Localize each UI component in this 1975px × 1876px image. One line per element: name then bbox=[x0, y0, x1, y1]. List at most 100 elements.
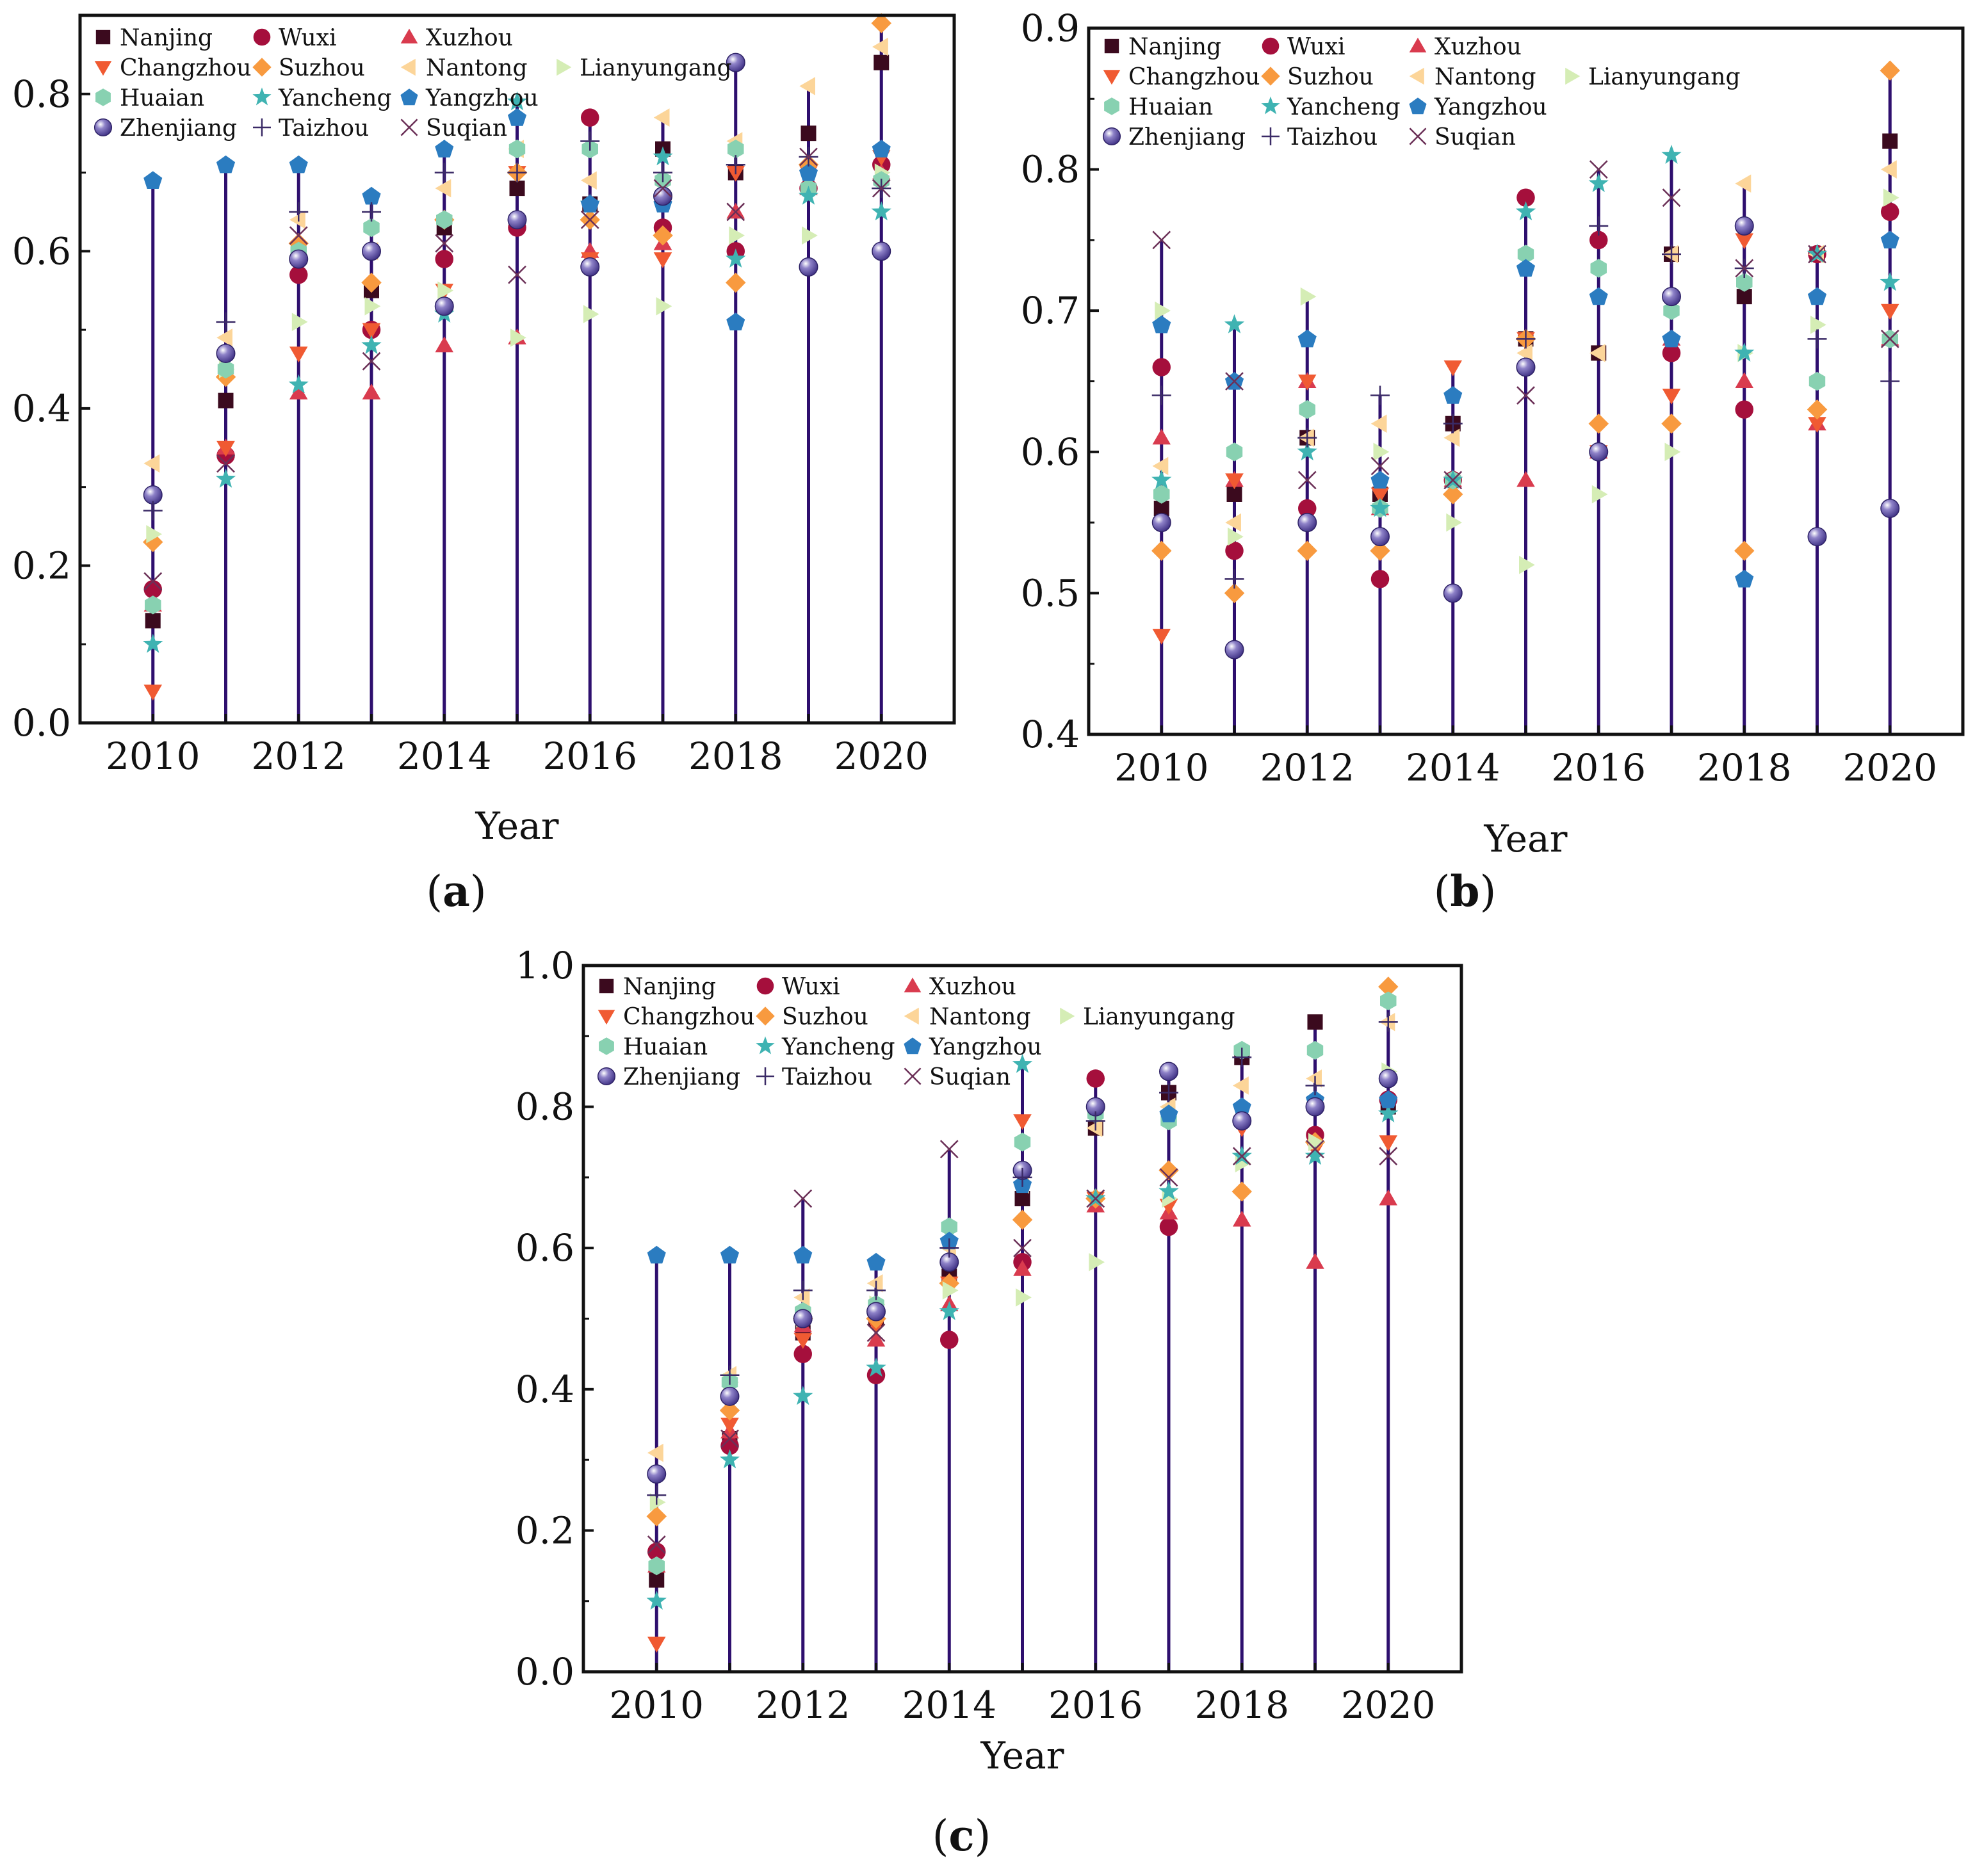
x-tick-label: 2018 bbox=[688, 734, 783, 778]
point-lianyungang-2016 bbox=[583, 305, 599, 323]
legend-item-yancheng: Yancheng bbox=[1261, 94, 1401, 120]
x-tick-label: 2014 bbox=[902, 1683, 996, 1727]
legend-label: Wuxi bbox=[1287, 34, 1345, 60]
point-suqian-2011 bbox=[720, 1429, 739, 1448]
point-suqian-2014 bbox=[1443, 471, 1463, 490]
point-suqian-2017 bbox=[1159, 1168, 1178, 1187]
point-lianyungang-2011 bbox=[1228, 527, 1244, 546]
point-zhenjiang-2016 bbox=[1589, 442, 1609, 462]
point-nantong-2010 bbox=[143, 454, 160, 473]
nanjing-legend-marker bbox=[1104, 38, 1119, 54]
point-zhenjiang-2014 bbox=[434, 296, 454, 316]
point-suqian-2014 bbox=[435, 234, 454, 253]
point-zhenjiang-2020 bbox=[872, 241, 891, 261]
legend-item-yancheng: Yancheng bbox=[252, 85, 392, 111]
point-suzhou-2017 bbox=[1158, 1160, 1179, 1181]
point-nanjing-2015 bbox=[1014, 1190, 1030, 1206]
data-points bbox=[1151, 60, 1900, 659]
y-axis: 0.4 0.5 0.6 0.7 0.8 0.9 bbox=[1021, 6, 1099, 756]
point-changzhou-2013 bbox=[1370, 487, 1390, 504]
huaian-legend-marker bbox=[599, 1037, 614, 1055]
point-changzhou-2010 bbox=[1152, 629, 1171, 645]
point-changzhou-2011 bbox=[216, 441, 235, 457]
panel-label: (c) bbox=[932, 1811, 991, 1861]
point-nantong-2010 bbox=[647, 1443, 663, 1462]
x-axis: 2010 2012 2014 2016 2018 2020 bbox=[609, 1663, 1436, 1727]
y-tick-label: 0.6 bbox=[12, 229, 71, 273]
zhenjiang-legend-marker bbox=[597, 1067, 616, 1086]
legend-item-changzhou: Changzhou bbox=[1103, 64, 1260, 90]
point-taizhou-2018 bbox=[726, 155, 745, 175]
point-taizhou-2020 bbox=[1378, 1012, 1398, 1032]
point-suqian-2010 bbox=[143, 572, 163, 591]
point-taizhou-2010 bbox=[1151, 385, 1171, 405]
series-zhenjiang bbox=[1151, 216, 1900, 659]
point-yangzhou-2015 bbox=[507, 108, 527, 126]
point-changzhou-2015 bbox=[1013, 1114, 1032, 1130]
legend-item-suqian: Suqian bbox=[400, 115, 507, 142]
point-yancheng-2010 bbox=[646, 1590, 667, 1610]
point-suzhou-2020 bbox=[871, 13, 891, 33]
point-yangzhou-2012 bbox=[793, 1245, 813, 1264]
zhenjiang-legend-marker bbox=[93, 118, 113, 137]
legend-label: Zhenjiang bbox=[120, 115, 237, 142]
point-taizhou-2011 bbox=[1224, 569, 1244, 589]
point-suqian-2019 bbox=[1306, 1140, 1324, 1159]
legend-item-taizhou: Taizhou bbox=[1262, 124, 1378, 150]
point-changzhou-2010 bbox=[143, 684, 162, 701]
point-suzhou-2011 bbox=[1224, 583, 1245, 604]
x-tick-label: 2016 bbox=[1551, 746, 1646, 789]
point-nanjing-2020 bbox=[1882, 133, 1898, 149]
point-suzhou-2015 bbox=[1012, 1209, 1033, 1230]
point-nantong-2014 bbox=[1443, 428, 1460, 447]
y-tick-label: 0.6 bbox=[516, 1226, 574, 1270]
point-suqian-2015 bbox=[1013, 1238, 1032, 1257]
point-zhenjiang-2011 bbox=[720, 1386, 740, 1406]
point-suzhou-2012 bbox=[1297, 540, 1317, 561]
point-yancheng-2019 bbox=[798, 185, 819, 205]
legend: Nanjing Wuxi Xuzhou Changzhou Suzhou Nantong L… bbox=[597, 974, 1235, 1090]
point-nanjing-2019 bbox=[801, 125, 817, 142]
point-huaian-2019 bbox=[1808, 371, 1826, 391]
point-suqian-2017 bbox=[653, 179, 672, 198]
point-wuxi-2012 bbox=[289, 265, 308, 284]
point-nanjing-2010 bbox=[145, 613, 161, 629]
point-yangzhou-2020 bbox=[1880, 230, 1899, 248]
point-nantong-2011 bbox=[216, 328, 232, 347]
point-wuxi-2020 bbox=[1881, 202, 1899, 222]
series-lianyungang bbox=[1155, 188, 1899, 574]
point-lianyungang-2010 bbox=[1155, 301, 1171, 320]
point-huaian-2011 bbox=[217, 359, 234, 379]
point-taizhou-2011 bbox=[720, 1365, 740, 1385]
point-suzhou-2020 bbox=[1378, 976, 1399, 997]
point-yancheng-2011 bbox=[1224, 314, 1245, 334]
point-changzhou-2011 bbox=[1225, 473, 1244, 490]
point-yangzhou-2010 bbox=[1152, 315, 1171, 334]
y-tick-label: 0.7 bbox=[1021, 289, 1080, 332]
point-changzhou-2012 bbox=[793, 1333, 812, 1349]
point-zhenjiang-2015 bbox=[1516, 357, 1536, 377]
point-suqian-2010 bbox=[647, 1535, 666, 1554]
legend-item-nantong: Nantong bbox=[1409, 64, 1536, 90]
legend-label: Yangzhou bbox=[1434, 94, 1547, 120]
point-nantong-2019 bbox=[1306, 1069, 1322, 1088]
point-yangzhou-2020 bbox=[872, 140, 891, 158]
point-suzhou-2011 bbox=[719, 1400, 740, 1421]
point-nantong-2020 bbox=[1881, 160, 1897, 179]
series-suqian bbox=[1152, 160, 1899, 490]
point-zhenjiang-2011 bbox=[1224, 640, 1244, 659]
data-points bbox=[646, 976, 1399, 1653]
x-tick-label: 2012 bbox=[1260, 746, 1354, 789]
point-yancheng-2015 bbox=[1515, 201, 1536, 221]
point-suqian-2016 bbox=[580, 210, 599, 229]
y-tick-label: 0.4 bbox=[1021, 713, 1080, 756]
nantong-legend-marker bbox=[904, 1007, 919, 1025]
legend-label: Suqian bbox=[929, 1064, 1011, 1090]
point-taizhou-2014 bbox=[1443, 414, 1463, 433]
point-xuzhou-2019 bbox=[1306, 1253, 1324, 1269]
panel-label-close: ) bbox=[470, 867, 487, 916]
legend-label: Suzhou bbox=[1287, 64, 1374, 90]
point-taizhou-2013 bbox=[362, 202, 381, 222]
point-taizhou-2019 bbox=[1807, 329, 1827, 349]
x-tick-label: 2012 bbox=[756, 1683, 850, 1727]
